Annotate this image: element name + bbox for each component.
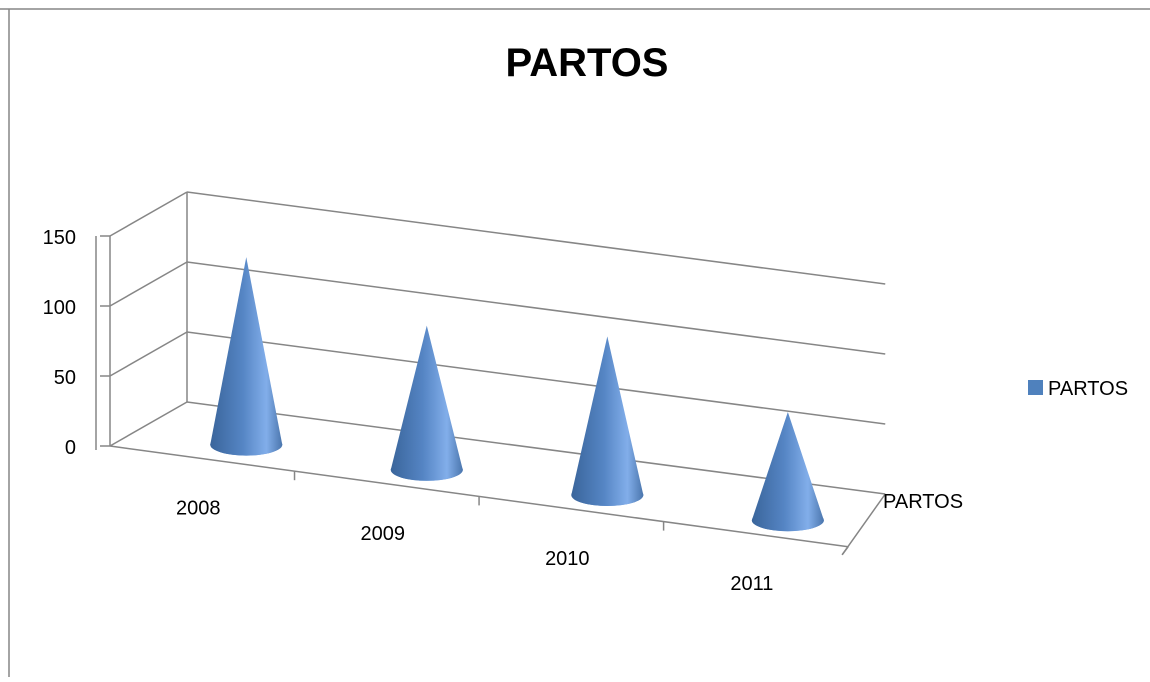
y-tick-labels: 0 50 100 150 [43,227,76,459]
cone-marks [210,257,824,532]
cone-body [390,325,463,481]
x-tick-labels: 2008 2009 2010 2011 [176,498,773,596]
cone-body [751,412,824,532]
depth-axis-line [841,493,886,556]
y-tick-label: 0 [65,437,76,459]
gridline [186,191,886,285]
gridline [186,261,886,355]
gridline [186,331,886,425]
cone-body [571,336,644,506]
legend-swatch [1028,380,1043,395]
x-tick-label: 2008 [176,498,221,520]
gridline-side [109,401,188,447]
cone-2008 [210,257,283,456]
y-tick-label: 50 [54,367,76,389]
cone-2009 [390,325,463,481]
gridline-side [109,331,188,377]
legend-label: PARTOS [1048,378,1128,400]
y-tick-label: 100 [43,297,76,319]
cone-2010 [571,336,644,506]
y-tick-label: 150 [43,227,76,249]
legend: PARTOS [1028,378,1128,400]
gridline-side [109,261,188,307]
depth-axis-label: PARTOS [883,491,963,513]
gridline-side [109,191,188,237]
cone-2011 [751,412,824,532]
depth-axis-tick [841,546,849,556]
axes [95,192,886,556]
chart-title: PARTOS [506,41,669,85]
x-tick-label: 2011 [730,573,773,595]
cone-body [210,257,283,456]
x-tick-label: 2009 [361,523,406,545]
x-tick-label: 2010 [545,548,590,570]
